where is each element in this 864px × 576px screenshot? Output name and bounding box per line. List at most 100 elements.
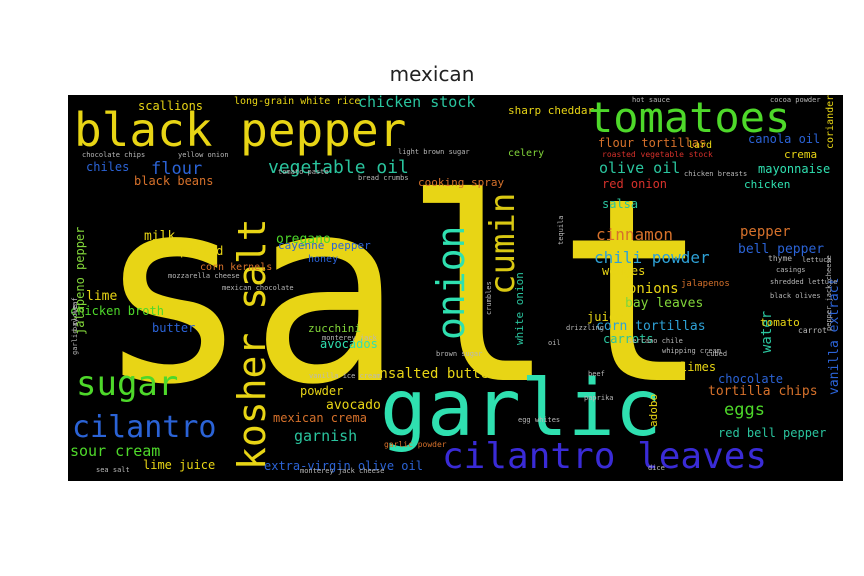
word-sugar: sugar — [76, 364, 179, 404]
word-sea-salt: sea salt — [96, 466, 130, 474]
word-lime-juice: lime juice — [143, 458, 216, 472]
word-scallions: scallions — [138, 99, 204, 113]
word-long-grain-white-rice: long-grain white rice — [234, 96, 361, 107]
word-jalapenos: jalapenos — [681, 279, 730, 289]
word-mexican-chocolate: mexican chocolate — [222, 284, 294, 292]
word-vanilla-ice-cream: vanilla ice cream — [309, 372, 381, 380]
word-mexican-crema: mexican crema — [273, 411, 367, 425]
word-juice: juice — [587, 310, 624, 324]
word-flour: flour — [151, 159, 203, 179]
word-garlic: garlic — [380, 364, 662, 454]
word-roasted-vegetable-stock: roasted vegetable stock — [602, 150, 713, 159]
word-oregano: oregano — [276, 232, 331, 247]
word-chiles: chiles — [86, 160, 130, 174]
word-paprika: paprika — [584, 394, 614, 402]
word-lard: lard — [688, 140, 713, 151]
word-cilantro-leaves: cilantro leaves — [442, 436, 768, 477]
word-tomato: tomato — [760, 316, 800, 329]
word-cubed: cubed — [706, 350, 728, 358]
word-cloud: salt garlic black pepper tomatoes kosher sal… — [68, 95, 843, 481]
word-black-olives: black olives — [770, 292, 821, 300]
word-cinnamon: cinnamon — [596, 225, 674, 244]
word-black-pepper: black pepper — [74, 103, 407, 157]
word-brown-sugar: brown sugar — [436, 350, 483, 358]
word-red-bell-pepper: red bell pepper — [718, 426, 827, 440]
word-lime: lime — [86, 289, 118, 304]
word-black-beans: black beans — [134, 174, 214, 188]
word-pepper: pepper — [740, 224, 791, 240]
word-limes: limes — [680, 360, 717, 374]
word-sour-cream: sour cream — [70, 442, 161, 460]
word-chocolate-chips: chocolate chips — [82, 151, 146, 159]
word-crema: crema — [784, 148, 818, 161]
word-thyme: thyme — [768, 254, 793, 263]
word-cayenne-pepper: cayenne pepper — [278, 239, 371, 252]
word-canola-oil: canola oil — [748, 132, 821, 146]
word-salsa: salsa — [602, 197, 639, 211]
word-bread-crumbs: bread crumbs — [358, 174, 409, 182]
word-powder: powder — [300, 384, 344, 398]
word-whipping-cream: whipping cream — [662, 347, 722, 355]
word-casings: casings — [776, 266, 806, 274]
word-egg-whites: egg whites — [518, 416, 561, 424]
word-sharp-cheddar: sharp cheddar — [508, 104, 595, 117]
word-hot-sauce: hot sauce — [632, 96, 670, 104]
word-avocado: avocado — [326, 398, 381, 413]
word-red-onion: red onion — [602, 177, 668, 191]
word-tequila: tequila — [557, 215, 565, 245]
word-lettuce: lettuce — [802, 256, 832, 264]
word-pepper-jack-cheese: pepper jack cheese — [825, 255, 833, 331]
word-cocoa-powder: cocoa powder — [770, 96, 821, 104]
word-mozzarella-cheese: mozzarella cheese — [168, 272, 240, 280]
figure-title: mexican — [389, 62, 475, 86]
word-adobo: adobo — [647, 393, 660, 427]
word-coriander: coriander — [825, 95, 836, 150]
word-kosher-salt: kosher salt — [230, 218, 274, 470]
word-drizzling: drizzling — [566, 324, 604, 332]
word-onions: onions — [628, 281, 679, 297]
word-garnish: garnish — [294, 427, 358, 445]
word-honey: honey — [308, 254, 339, 265]
word-monterey-jack: monterey jack — [322, 334, 377, 342]
word-mayonnaise: mayonnaise — [758, 162, 831, 176]
word-pitted: pitted — [180, 244, 224, 258]
word-serrano-chile: serrano chile — [628, 337, 683, 345]
word-vegetable-oil: vegetable oil — [268, 157, 409, 178]
word-unsalted-butter: unsalted butter — [371, 366, 498, 382]
word-chili-powder: chili powder — [594, 248, 710, 267]
word-bay-leaf: bay leaf — [71, 297, 79, 331]
word-white-onion: white onion — [513, 272, 526, 345]
word-cooking-spray: cooking spray — [418, 176, 505, 189]
word-eggs: eggs — [724, 400, 765, 420]
word-bay-leaves: bay leaves — [625, 296, 704, 311]
word-butter: butter — [152, 321, 196, 335]
word-avocados: avocados — [320, 337, 378, 351]
word-monterey-jack-cheese: monterey jack cheese — [300, 467, 385, 475]
word-onion: onion — [429, 225, 473, 340]
word-chicken-stock: chicken stock — [358, 95, 476, 111]
word-tortilla-chips: tortilla chips — [708, 384, 818, 399]
word-milk: milk — [144, 229, 176, 244]
word-yellow-onion: yellow onion — [178, 151, 229, 159]
word-carrot: carrot — [798, 326, 827, 335]
word-cilantro: cilantro — [72, 410, 217, 445]
word-dice: dice — [648, 464, 665, 472]
word-chicken: chicken — [744, 178, 791, 191]
word-flour-tortillas: flour tortillas — [598, 136, 707, 150]
word-oil: oil — [548, 339, 561, 347]
word-bell-pepper: bell pepper — [738, 242, 825, 257]
word-zucchini: zucchini — [308, 322, 361, 335]
word-tomato-paste: tomato paste — [278, 168, 329, 176]
word-corn-kernels: corn kernels — [200, 262, 273, 273]
word-corn-tortillas: corn tortillas — [596, 319, 706, 334]
word-garlic-powder: garlic powder — [384, 440, 447, 449]
word-celery: celery — [508, 148, 545, 159]
word-salt: salt — [96, 144, 711, 441]
word-crumbles: crumbles — [485, 281, 493, 315]
word-olive-oil: olive oil — [599, 159, 681, 177]
word-wedges: wedges — [602, 264, 646, 278]
word-chicken-breasts: chicken breasts — [684, 170, 748, 178]
word-chicken-broth: chicken broth — [70, 304, 164, 318]
word-chocolate: chocolate — [718, 372, 784, 386]
word-shredded-lettuce: shredded lettuce — [770, 278, 838, 286]
